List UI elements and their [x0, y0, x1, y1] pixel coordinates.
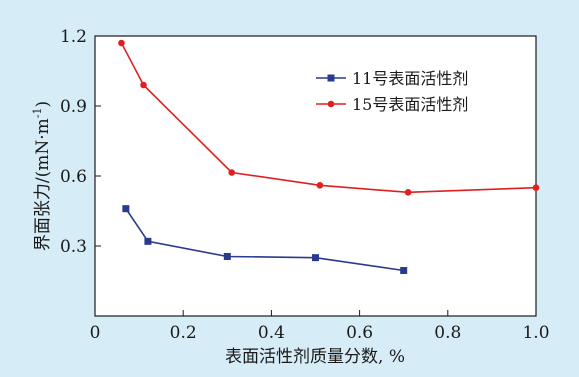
x-tick-label: 0.8	[434, 323, 461, 343]
y-tick-label: 0.9	[60, 97, 87, 117]
data-point-marker	[532, 184, 540, 191]
x-tick-label: 0	[90, 323, 101, 343]
y-tick-label: 0.6	[60, 167, 87, 187]
series-layer	[118, 39, 540, 274]
x-tick-label: 1.0	[522, 323, 549, 343]
y-axis-label-main: 界面张力/(mN·m	[33, 118, 53, 251]
data-point-marker	[312, 254, 319, 262]
data-point-marker	[144, 237, 152, 245]
data-point-marker	[316, 182, 324, 189]
data-point-marker	[400, 267, 408, 274]
series-line-2	[120, 42, 537, 194]
legend-label: 15号表面活性剂	[352, 95, 468, 114]
data-point-marker	[404, 189, 412, 196]
legend-marker	[327, 100, 335, 108]
x-axis-label: 表面活性剂质量分数, %	[225, 347, 405, 367]
legend: 11号表面活性剂 15号表面活性剂	[316, 69, 468, 114]
data-point-marker	[228, 169, 236, 176]
y-axis-label: 界面张力/(mN·m-1)	[31, 101, 53, 251]
y-tick-label: 0.3	[60, 237, 87, 257]
y-axis-ticks: 0.3 0.6 0.9 1.2	[60, 27, 101, 257]
plot-area	[94, 35, 537, 317]
legend-label: 11号表面活性剂	[352, 69, 468, 88]
data-point-marker	[140, 81, 147, 89]
y-axis-label-tail: )	[33, 101, 53, 108]
x-tick-label: 0.4	[258, 323, 285, 343]
data-point-marker	[118, 39, 125, 47]
x-tick-label: 0.6	[346, 323, 373, 343]
x-tick-label: 0.2	[170, 323, 197, 343]
y-tick-label: 1.2	[60, 27, 87, 47]
y-axis-label-superscript: -1	[31, 108, 44, 119]
x-axis-ticks: 0 0.2 0.4 0.6 0.8 1.0	[90, 310, 550, 343]
data-point-marker	[122, 205, 130, 213]
data-point-marker	[223, 253, 231, 260]
legend-marker	[327, 74, 335, 82]
